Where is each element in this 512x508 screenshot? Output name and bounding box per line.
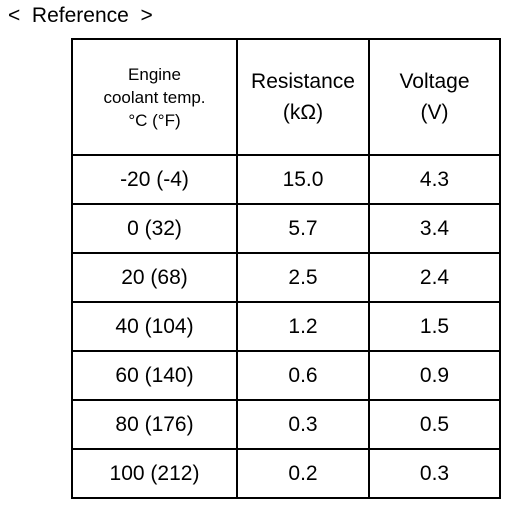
cell-temp: -20 (-4) xyxy=(71,154,238,205)
header-temp-line-1: Engine xyxy=(128,64,181,84)
header-row: Engine coolant temp. °C (°F) Resistance … xyxy=(71,38,501,156)
cell-resistance: 0.3 xyxy=(236,399,370,450)
cell-resistance: 0.2 xyxy=(236,448,370,499)
cell-resistance: 15.0 xyxy=(236,154,370,205)
cell-resistance: 1.2 xyxy=(236,301,370,352)
cell-voltage: 0.9 xyxy=(368,350,501,401)
reference-table: Engine coolant temp. °C (°F) Resistance … xyxy=(71,38,501,499)
header-temp-line-3: °C (°F) xyxy=(128,110,181,130)
cell-voltage: 2.4 xyxy=(368,252,501,303)
cell-temp: 100 (212) xyxy=(71,448,238,499)
cell-temp: 0 (32) xyxy=(71,203,238,254)
table-row: 20 (68) 2.5 2.4 xyxy=(71,252,501,303)
cell-voltage: 1.5 xyxy=(368,301,501,352)
header-resistance: Resistance (kΩ) xyxy=(236,38,370,156)
header-temp-line-2: coolant temp. xyxy=(103,87,206,107)
table-row: 80 (176) 0.3 0.5 xyxy=(71,399,501,450)
cell-resistance: 5.7 xyxy=(236,203,370,254)
table-row: 0 (32) 5.7 3.4 xyxy=(71,203,501,254)
cell-resistance: 0.6 xyxy=(236,350,370,401)
cell-temp: 60 (140) xyxy=(71,350,238,401)
table-row: 60 (140) 0.6 0.9 xyxy=(71,350,501,401)
cell-voltage: 0.3 xyxy=(368,448,501,499)
header-engine-coolant-temp: Engine coolant temp. °C (°F) xyxy=(71,38,238,156)
table-row: 40 (104) 1.2 1.5 xyxy=(71,301,501,352)
cell-voltage: 3.4 xyxy=(368,203,501,254)
header-voltage-line-2: (V) xyxy=(420,101,449,124)
reference-heading: < Reference > xyxy=(8,4,153,27)
header-voltage-line-1: Voltage xyxy=(399,70,470,93)
cell-temp: 20 (68) xyxy=(71,252,238,303)
table-row: -20 (-4) 15.0 4.3 xyxy=(71,154,501,205)
header-resistance-line-2: (kΩ) xyxy=(282,101,324,124)
header-resistance-line-1: Resistance xyxy=(251,70,355,93)
cell-temp: 40 (104) xyxy=(71,301,238,352)
table-row: 100 (212) 0.2 0.3 xyxy=(71,448,501,499)
header-voltage: Voltage (V) xyxy=(368,38,501,156)
cell-temp: 80 (176) xyxy=(71,399,238,450)
cell-resistance: 2.5 xyxy=(236,252,370,303)
cell-voltage: 0.5 xyxy=(368,399,501,450)
cell-voltage: 4.3 xyxy=(368,154,501,205)
